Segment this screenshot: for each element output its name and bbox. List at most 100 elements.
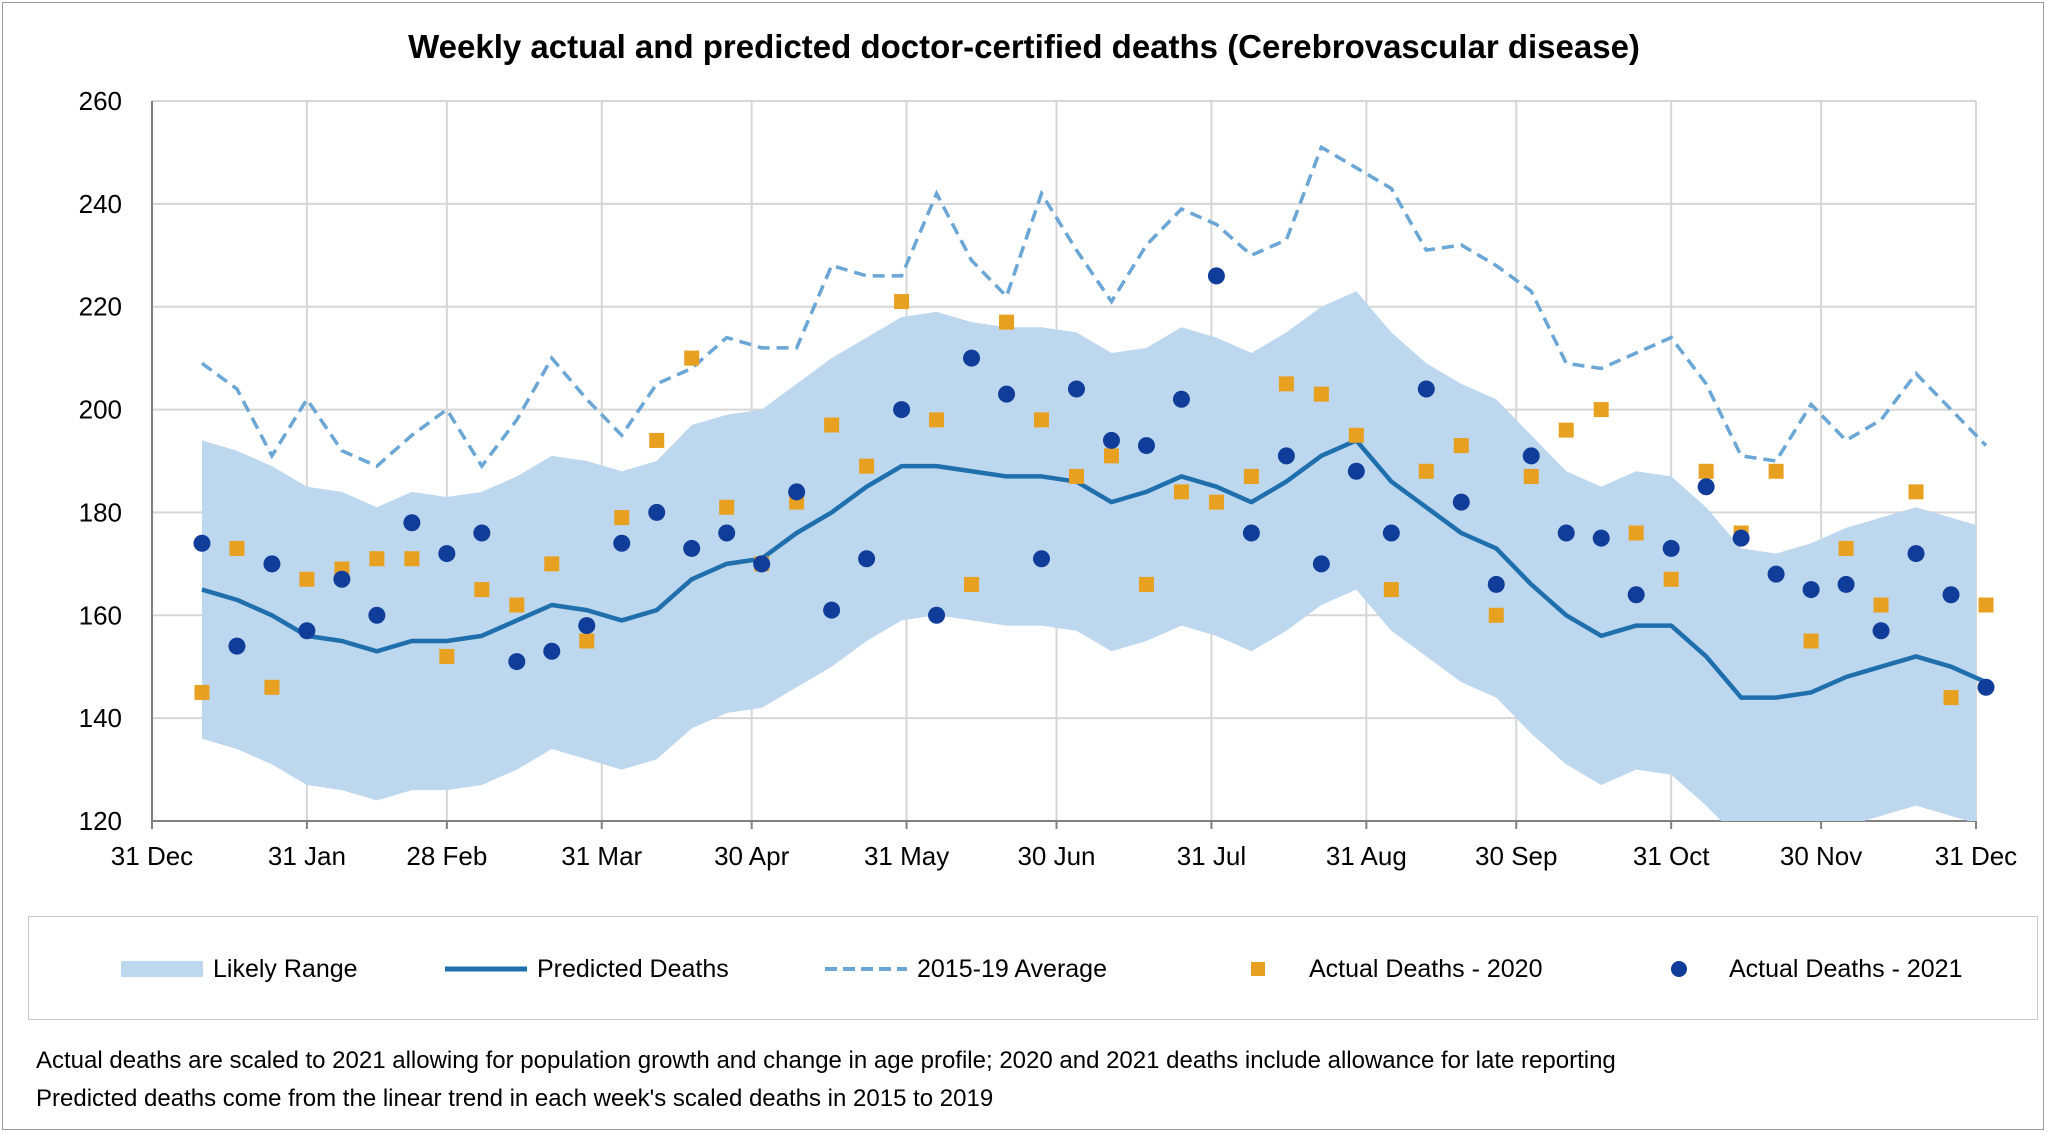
actual-2021-point xyxy=(1347,462,1365,480)
y-tick-label: 180 xyxy=(79,497,122,527)
actual-2020-point xyxy=(474,582,490,598)
actual-2021-point xyxy=(1557,524,1575,542)
actual-2021-point xyxy=(438,545,456,563)
actual-2021-point xyxy=(893,401,911,419)
actual-2020-point xyxy=(1383,582,1399,598)
x-tick-label: 30 Jun xyxy=(1017,841,1095,871)
actual-2021-point xyxy=(508,653,526,671)
actual-2020-point xyxy=(1173,484,1189,500)
y-tick-label: 240 xyxy=(79,189,122,219)
x-tick-label: 31 May xyxy=(864,841,949,871)
actual-2020-point xyxy=(194,684,210,700)
actual-2021-point xyxy=(1277,447,1295,465)
actual-2021-point xyxy=(1977,678,1995,696)
actual-2021-point xyxy=(1452,493,1470,511)
legend-swatch-band xyxy=(121,961,203,977)
actual-2020-point xyxy=(1593,402,1609,418)
actual-2021-point xyxy=(1522,447,1540,465)
actual-2021-point xyxy=(1697,478,1715,496)
chart-title: Weekly actual and predicted doctor-certi… xyxy=(408,28,1640,65)
actual-2021-point xyxy=(1627,586,1645,604)
legend-swatch-circle xyxy=(1671,961,1687,977)
actual-2020-point xyxy=(614,510,630,526)
likely-range-band xyxy=(201,291,1976,821)
legend-item-actual-2021: Actual Deaths - 2021 xyxy=(1655,917,1962,1021)
actual-2021-point xyxy=(473,524,491,542)
actual-2021-point xyxy=(928,606,946,624)
actual-2020-point xyxy=(1418,463,1434,479)
actual-2021-point xyxy=(228,637,246,655)
actual-2020-point xyxy=(1803,633,1819,649)
actual-2021-point xyxy=(578,617,596,635)
legend-item-predicted-deaths: Predicted Deaths xyxy=(445,917,729,1021)
actual-2020-point xyxy=(369,551,385,567)
actual-2020-point xyxy=(1978,597,1994,613)
actual-2020-point xyxy=(1453,438,1469,454)
actual-2021-point xyxy=(1592,529,1610,547)
actual-2021-point xyxy=(368,606,386,624)
actual-2021-point xyxy=(788,483,806,501)
y-tick-label: 160 xyxy=(79,600,122,630)
footnote-scaling: Actual deaths are scaled to 2021 allowin… xyxy=(36,1047,1616,1074)
actual-2020-point xyxy=(299,571,315,587)
actual-2021-point xyxy=(1312,555,1330,573)
actual-2021-point xyxy=(753,555,771,573)
actual-2020-point xyxy=(1908,484,1924,500)
actual-2020-point xyxy=(404,551,420,567)
actual-2021-point xyxy=(263,555,281,573)
actual-2021-point xyxy=(1137,437,1155,455)
actual-2021-point xyxy=(613,534,631,552)
predicted-deaths-line xyxy=(201,438,1987,700)
actual-2020-point xyxy=(1873,597,1889,613)
y-tick-label: 200 xyxy=(79,395,122,425)
actual-2021-point xyxy=(823,601,841,619)
actual-2021-point xyxy=(1172,390,1190,408)
actual-2021-point xyxy=(543,642,561,660)
actual-2020-point xyxy=(1488,607,1504,623)
actual-2021-point xyxy=(648,503,666,521)
actual-2021-point xyxy=(1767,565,1785,583)
x-tick-label: 28 Feb xyxy=(406,841,487,871)
actual-2020-point xyxy=(1558,422,1574,438)
actual-2021-point xyxy=(193,534,211,552)
x-tick-label: 31 Jan xyxy=(268,841,346,871)
actual-2021-point xyxy=(1837,575,1855,593)
actual-2020-point xyxy=(1523,468,1539,484)
chart-plot: 120 140 160 180 200 220 240 260 31 Dec 31 Jan 28 F… xyxy=(79,86,2018,871)
y-tick-label: 120 xyxy=(79,806,122,836)
legend-label: Actual Deaths - 2020 xyxy=(1309,954,1543,983)
legend-item-likely-range: Likely Range xyxy=(121,917,358,1021)
actual-2020-point xyxy=(824,417,840,433)
actual-2020-point xyxy=(1208,494,1224,510)
actual-2021-point xyxy=(1382,524,1400,542)
legend-swatch-line xyxy=(445,966,527,972)
footnote-prediction: Predicted deaths come from the linear tr… xyxy=(36,1085,994,1112)
actual-2020-point xyxy=(579,633,595,649)
actual-2021-point xyxy=(858,550,876,568)
actual-2020-point xyxy=(1628,525,1644,541)
actual-2020-point xyxy=(999,314,1015,330)
actual-2020-point xyxy=(929,412,945,428)
actual-2020-point xyxy=(1034,412,1050,428)
actual-2021-point xyxy=(1872,622,1890,640)
actual-2020-point xyxy=(894,294,910,310)
x-tick-label: 30 Sep xyxy=(1475,841,1557,871)
actual-2020-point xyxy=(509,597,525,613)
x-tick-label: 31 Dec xyxy=(1935,841,2017,871)
actual-2020-point xyxy=(229,540,245,556)
actual-2021-point xyxy=(1067,380,1085,398)
x-tick-label: 30 Apr xyxy=(714,841,790,871)
legend-label: Likely Range xyxy=(213,954,358,983)
actual-2020-point xyxy=(439,648,455,664)
average-2015-19-line xyxy=(200,144,1988,470)
actual-2020-point xyxy=(1698,463,1714,479)
actual-2020-point xyxy=(859,458,875,474)
actual-2021-point xyxy=(683,539,701,557)
actual-2021-point xyxy=(1732,529,1750,547)
actual-2021-point xyxy=(403,514,421,532)
actual-2020-point xyxy=(1278,376,1294,392)
legend-swatch-square xyxy=(1251,962,1265,976)
actual-2021-point xyxy=(333,570,351,588)
actual-2020-point xyxy=(1663,571,1679,587)
actual-2021-point xyxy=(1417,380,1435,398)
